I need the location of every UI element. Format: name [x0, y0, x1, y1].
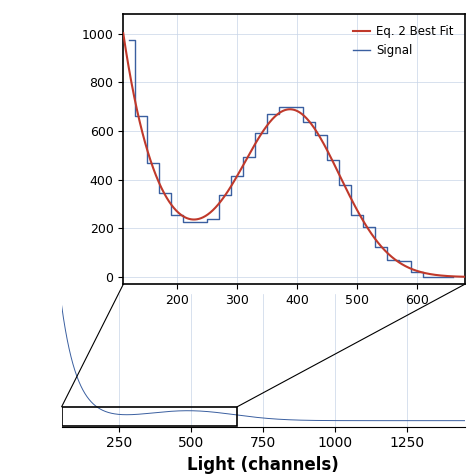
Signal — [342, 182, 347, 188]
Eq. 2 Best Fit — [155, 178, 161, 183]
Signal — [186, 219, 192, 225]
Signal — [306, 118, 312, 124]
Eq. 2 Best Fit — [271, 115, 276, 121]
Signal — [270, 111, 276, 117]
Signal — [282, 104, 288, 109]
Signal — [294, 104, 300, 110]
Signal — [198, 219, 204, 225]
Signal — [174, 212, 180, 218]
Signal — [150, 160, 156, 165]
Signal — [402, 258, 408, 264]
Signal — [258, 130, 264, 136]
Signal — [127, 37, 132, 43]
Signal — [378, 244, 383, 250]
Bar — [62, 407, 237, 426]
Signal — [450, 274, 456, 280]
Signal — [246, 154, 252, 159]
Signal — [318, 132, 324, 137]
Signal — [330, 157, 336, 163]
Signal — [426, 274, 431, 280]
Signal — [390, 257, 395, 263]
Signal — [354, 212, 360, 218]
Eq. 2 Best Fit — [386, 252, 392, 258]
Signal — [138, 114, 144, 119]
Line: Signal: Signal — [129, 40, 453, 277]
Eq. 2 Best Fit — [355, 208, 360, 214]
Legend: Eq. 2 Best Fit, Signal: Eq. 2 Best Fit, Signal — [348, 20, 459, 62]
Eq. 2 Best Fit — [462, 274, 467, 280]
Eq. 2 Best Fit — [258, 131, 264, 137]
Signal — [414, 269, 419, 274]
Signal — [366, 224, 372, 229]
Signal — [210, 216, 216, 221]
Signal — [234, 173, 240, 179]
Signal — [162, 190, 168, 196]
Eq. 2 Best Fit — [120, 30, 126, 36]
Line: Eq. 2 Best Fit: Eq. 2 Best Fit — [123, 33, 465, 277]
Signal — [438, 274, 443, 280]
Signal — [222, 192, 228, 198]
X-axis label: Light (channels): Light (channels) — [187, 456, 339, 474]
Eq. 2 Best Fit — [392, 257, 398, 263]
